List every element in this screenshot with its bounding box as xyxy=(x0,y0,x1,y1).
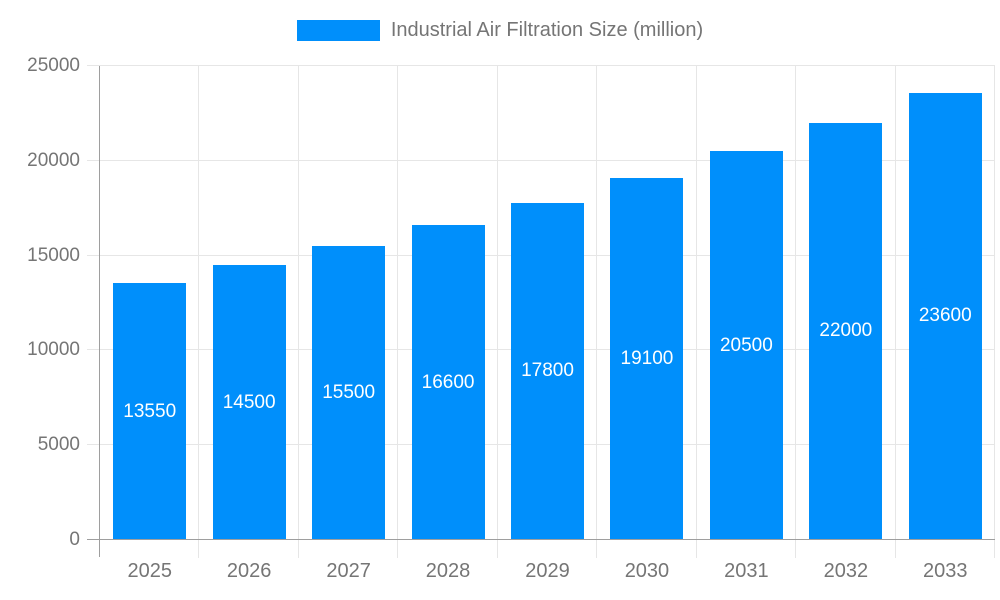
legend: Industrial Air Filtration Size (million) xyxy=(0,19,1000,42)
y-tick-label: 20000 xyxy=(27,149,80,171)
bar-value-label: 17800 xyxy=(521,360,574,382)
y-tick-label: 15000 xyxy=(27,244,80,266)
bar[interactable]: 15500 xyxy=(312,246,386,540)
x-tick-label: 2026 xyxy=(226,560,272,582)
bar-value-label: 20500 xyxy=(719,334,773,356)
bar[interactable]: 14500 xyxy=(212,265,286,540)
bar-value-label: 22000 xyxy=(819,320,873,342)
bar[interactable]: 20500 xyxy=(709,151,783,540)
legend-label: Industrial Air Filtration Size (million) xyxy=(390,19,704,41)
x-tick-label: 2028 xyxy=(425,560,471,582)
x-tick-label: 2029 xyxy=(525,560,570,582)
y-tick-label: 0 xyxy=(69,529,80,550)
x-gridline xyxy=(695,66,697,558)
y-tick-label: 5000 xyxy=(37,434,80,456)
bar-value-label: 13550 xyxy=(123,400,177,422)
x-gridline xyxy=(994,66,995,558)
bar[interactable]: 17800 xyxy=(511,202,584,540)
x-tick-label: 2025 xyxy=(127,560,172,582)
y-tick-label: 10000 xyxy=(27,339,80,361)
bar-value-label: 15500 xyxy=(322,382,376,404)
x-gridline xyxy=(397,66,399,558)
bar-value-label: 19100 xyxy=(620,347,674,369)
x-gridline xyxy=(596,66,598,558)
y-gridline xyxy=(87,65,995,66)
bar-value-label: 14500 xyxy=(222,391,276,413)
bar-value-label: 23600 xyxy=(918,305,972,327)
x-tick-label: 2032 xyxy=(823,560,869,582)
x-tick-label: 2033 xyxy=(923,560,968,582)
x-tick-label: 2031 xyxy=(724,560,769,582)
bar[interactable]: 13550 xyxy=(113,283,187,540)
x-gridline xyxy=(198,66,200,558)
x-gridline xyxy=(496,66,498,558)
x-gridline xyxy=(894,66,896,558)
x-tick-label: 2030 xyxy=(624,560,670,582)
x-axis-line xyxy=(87,539,995,540)
y-gridline xyxy=(87,159,995,161)
bar[interactable]: 16600 xyxy=(411,225,485,540)
bar-value-label: 16600 xyxy=(421,371,475,393)
y-axis-line xyxy=(99,66,100,557)
legend-item[interactable]: Industrial Air Filtration Size (million) xyxy=(296,19,704,42)
y-tick-label: 25000 xyxy=(27,55,80,76)
x-gridline xyxy=(795,66,797,558)
bar[interactable]: 19100 xyxy=(610,177,684,540)
x-gridline xyxy=(297,66,299,558)
x-tick-label: 2027 xyxy=(326,560,371,582)
legend-swatch xyxy=(296,20,380,41)
bar[interactable]: 22000 xyxy=(809,122,883,540)
bar[interactable]: 23600 xyxy=(908,92,982,540)
